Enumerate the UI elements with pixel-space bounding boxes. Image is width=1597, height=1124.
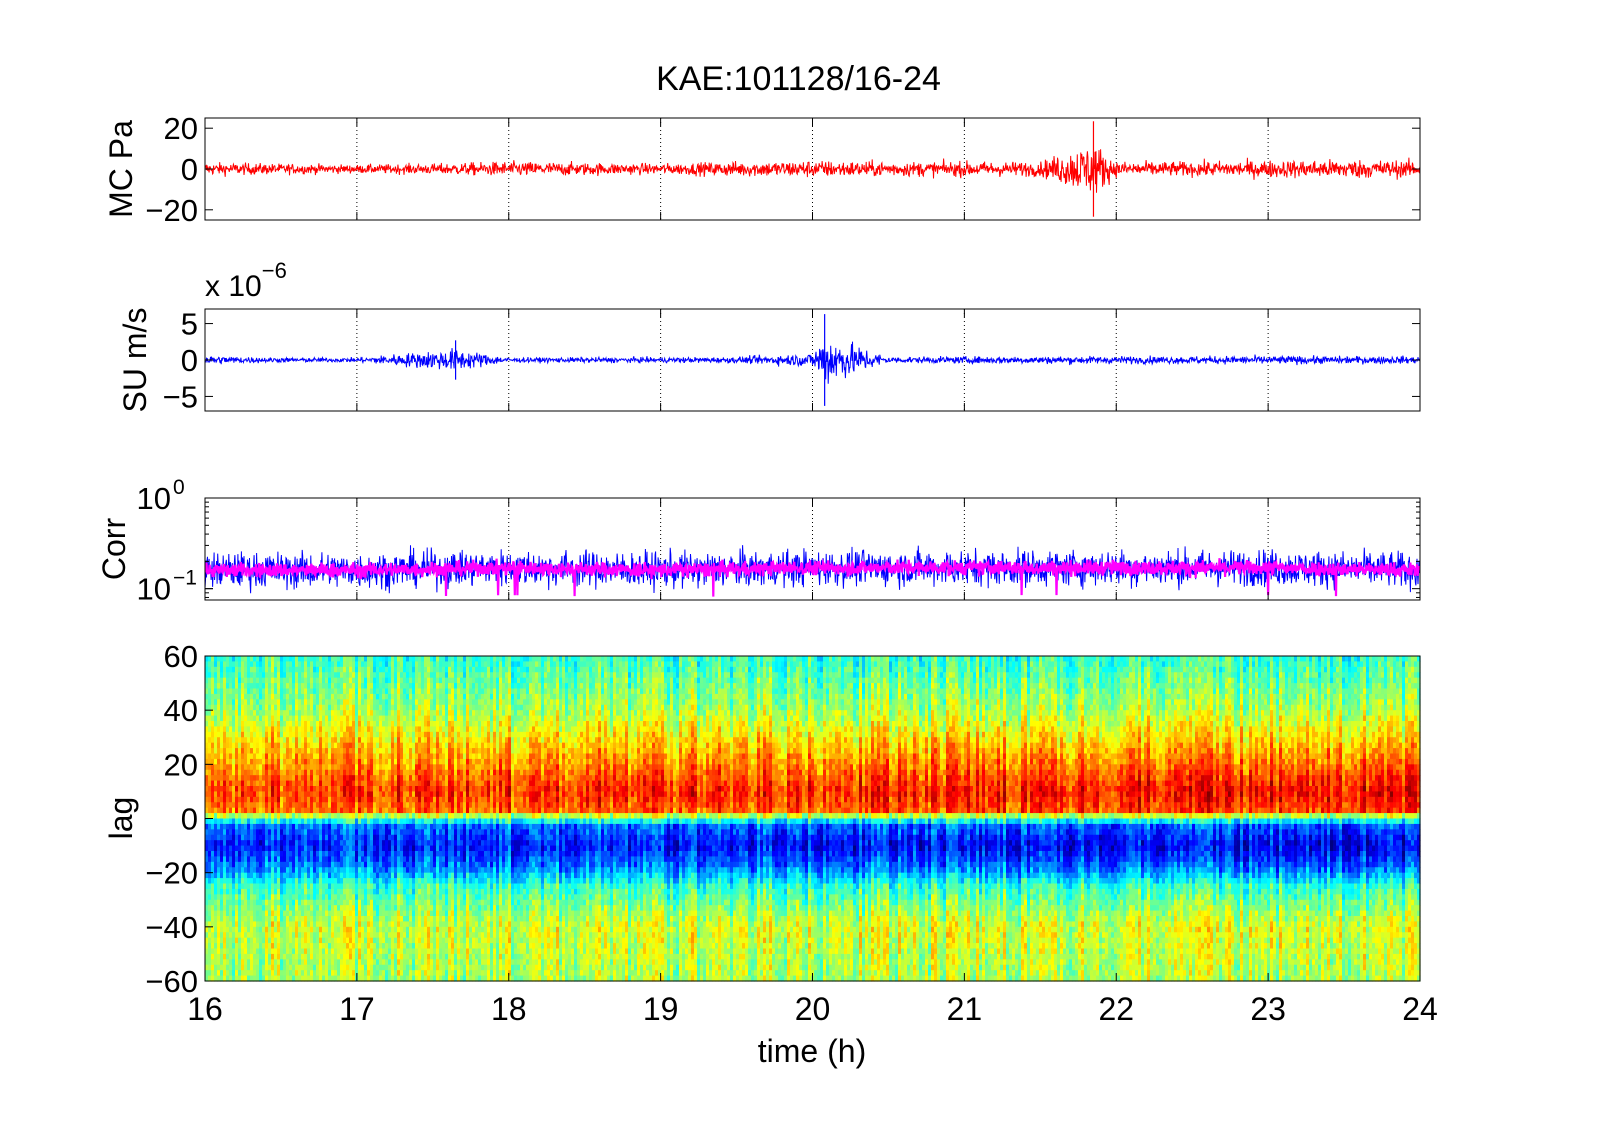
pressure-ylabel: MC Pa — [103, 120, 139, 218]
correlation-ylabel: Corr — [96, 518, 132, 581]
y-tick-label: 10 — [137, 572, 171, 607]
velocity-trace — [205, 314, 1420, 406]
velocity-panel: −505 SU m/s x 10−6 — [117, 258, 1420, 414]
velocity-multiplier-exponent: −6 — [262, 258, 287, 283]
y-tick-label: 0 — [181, 343, 198, 378]
pressure-panel: −20 0 20 MC Pa — [103, 111, 1420, 228]
y-tick-label: 20 — [164, 111, 198, 146]
y-tick-label: 10 — [137, 481, 171, 516]
velocity-multiplier: x 10−6 — [205, 258, 287, 303]
y-tick-label-exponent: 0 — [173, 476, 185, 499]
velocity-multiplier-base: x 10 — [205, 270, 262, 303]
velocity-ylabel: SU m/s — [117, 308, 153, 413]
y-tick-label: −5 — [163, 379, 198, 414]
y-tick-label: 0 — [181, 152, 198, 187]
y-tick-label: −20 — [145, 193, 198, 228]
y-tick-label: 5 — [181, 307, 198, 342]
y-tick-label-exponent: −1 — [173, 567, 197, 590]
lag-heatmap-image — [205, 656, 1421, 982]
